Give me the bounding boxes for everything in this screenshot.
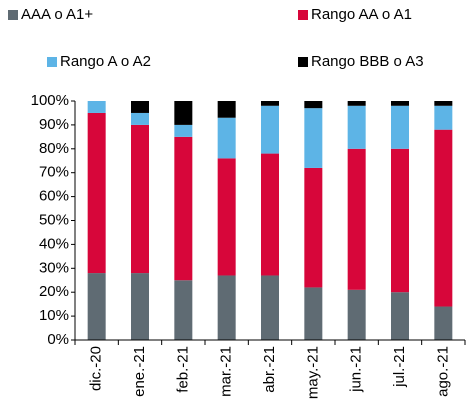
y-tick-label: 40% <box>39 235 69 252</box>
legend-swatch <box>8 10 18 20</box>
legend-swatch <box>298 10 308 20</box>
y-tick-label: 30% <box>39 259 69 276</box>
y-tick-label: 50% <box>39 211 69 228</box>
bar-segment <box>434 101 453 106</box>
legend-label: Rango AA o A1 <box>311 6 412 23</box>
bar-segment <box>261 275 279 340</box>
legend-label: AAA o A1+ <box>21 6 93 23</box>
bar-segment <box>87 112 106 274</box>
y-tick-label: 100% <box>31 92 69 109</box>
y-tick-label: 80% <box>39 140 69 157</box>
bar-segment <box>391 148 409 293</box>
bar-segment <box>347 148 366 290</box>
x-tick-label: mar.-21 <box>218 346 235 397</box>
bar-segment <box>217 117 236 159</box>
y-tick-label: 10% <box>39 307 69 324</box>
y-tick-label: 90% <box>39 116 69 133</box>
bar-segment <box>217 275 236 340</box>
bar-segment <box>131 112 149 125</box>
bar-segment <box>304 287 323 340</box>
bar-segment <box>174 280 193 340</box>
bar-segment <box>347 105 366 149</box>
bar-segment <box>131 273 149 340</box>
bar-segment <box>131 124 149 274</box>
legend-label: Rango A o A2 <box>60 53 151 70</box>
x-tick-label: may.-21 <box>304 346 321 399</box>
bar-segment <box>87 101 106 113</box>
legend-swatch <box>47 57 57 67</box>
bar-segment <box>217 101 236 118</box>
bar-segment <box>391 101 409 106</box>
bar-segment <box>347 101 366 106</box>
bar-segment <box>304 108 323 168</box>
y-tick-label: 60% <box>39 188 69 205</box>
x-tick-label: ago.-21 <box>434 346 451 397</box>
bar-segment <box>174 124 193 137</box>
bar-segment <box>434 129 453 307</box>
bar-segment <box>174 101 193 125</box>
bar-segment <box>217 158 236 276</box>
bar-segment <box>391 105 409 149</box>
x-tick-label: feb.-21 <box>174 346 191 393</box>
bar-segment <box>391 292 409 340</box>
bar-segment <box>434 105 453 130</box>
x-tick-label: abr.-21 <box>261 346 278 393</box>
x-tick-label: dic.-20 <box>88 346 105 391</box>
bar-segment <box>174 136 193 281</box>
y-tick-label: 20% <box>39 283 69 300</box>
x-tick-label: jun.-21 <box>348 346 365 393</box>
x-tick-label: jul.-21 <box>391 346 408 388</box>
bar-segment <box>347 289 366 340</box>
bar-segment <box>131 101 149 113</box>
bar-segment <box>261 101 279 106</box>
legend-swatch <box>298 57 308 67</box>
bar-segment <box>304 167 323 288</box>
bar-segment <box>434 306 453 340</box>
x-tick-label: ene.-21 <box>131 346 148 397</box>
y-tick-label: 70% <box>39 164 69 181</box>
legend-label: Rango BBB o A3 <box>311 53 424 70</box>
bar-segment <box>261 105 279 154</box>
bar-segment <box>87 273 106 340</box>
y-tick-label: 0% <box>47 331 69 348</box>
bar-segment <box>261 153 279 276</box>
bar-segment <box>304 101 323 109</box>
